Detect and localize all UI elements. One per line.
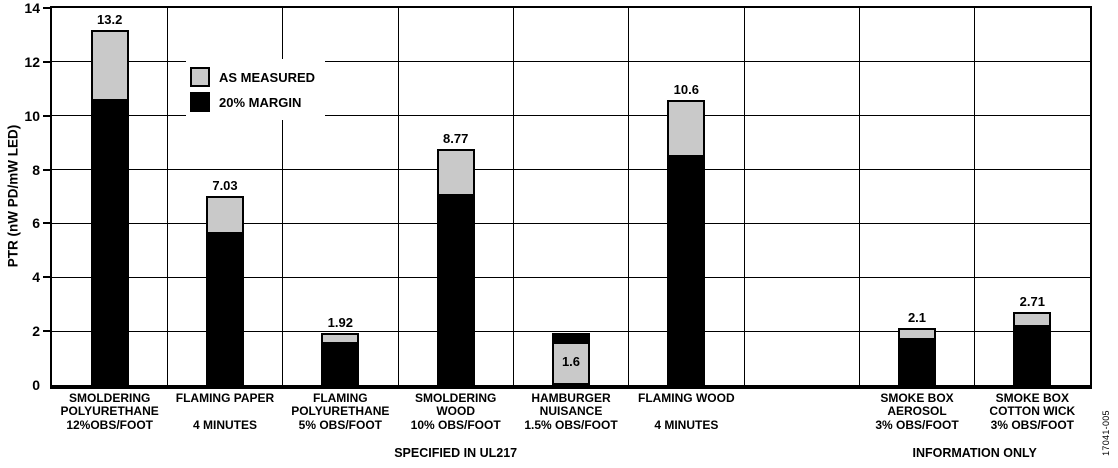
- category-label-line: NUISANCE: [539, 404, 603, 419]
- bar-segment-as-measured: [321, 333, 360, 344]
- category-label-line: 3% OBS/FOOT: [875, 417, 959, 432]
- y-tick-mark: [43, 222, 50, 225]
- bar-segment-as-measured: [206, 195, 244, 234]
- category-label-line: SMOKE BOX: [880, 391, 954, 405]
- category-label: SMOKE BOX COTTON WICK 3% OBS/FOOT: [975, 391, 1090, 432]
- y-axis-title: PTR (nW PD/mW LED): [5, 124, 21, 268]
- y-tick-label: 6: [32, 215, 40, 232]
- category-label-line: WOOD: [436, 404, 475, 419]
- category-label-line: [629, 405, 744, 418]
- bar-value-label: 1.92: [327, 315, 353, 331]
- y-tick-mark: [43, 60, 50, 63]
- v-gridline: [512, 8, 514, 385]
- category-label-line: 5% OBS/FOOT: [298, 417, 382, 432]
- category-label-line: SMOKE BOX: [995, 391, 1069, 405]
- category-label: FLAMING PAPER 4 MINUTES: [167, 391, 282, 432]
- bar-value-label: 8.77: [443, 130, 469, 146]
- bar-segment-margin: [321, 343, 360, 385]
- category-label-line: 4 MINUTES: [654, 417, 719, 432]
- h-gridline: [52, 169, 1090, 171]
- figure-code: 17041-005: [1101, 410, 1111, 456]
- h-gridline: [52, 222, 1090, 224]
- bar-segment-as-measured: [1013, 312, 1052, 327]
- legend-item-margin: 20% MARGIN: [190, 92, 315, 112]
- category-label-line: FLAMING: [312, 391, 368, 405]
- y-tick-label: 14: [24, 0, 40, 16]
- bar-value-label: 7.03: [212, 177, 238, 193]
- y-tick-label: 4: [32, 269, 40, 286]
- as-measured-swatch-icon: [190, 67, 210, 87]
- bar-segment-as-measured: [552, 341, 590, 385]
- v-gridline: [282, 8, 284, 385]
- y-tick-mark: [43, 330, 50, 333]
- v-gridline: [397, 8, 399, 385]
- bar-segment-margin: [552, 333, 590, 342]
- bar-segment-as-measured: [898, 328, 936, 340]
- category-label-line: SMOLDERING: [68, 391, 151, 405]
- v-gridline: [628, 8, 630, 385]
- bar-segment-as-measured: [667, 99, 706, 157]
- category-label: FLAMING WOOD 4 MINUTES: [629, 391, 744, 432]
- category-label: SMOLDERING WOOD 10% OBS/FOOT: [398, 391, 513, 432]
- category-label-line: 4 MINUTES: [192, 417, 257, 432]
- y-tick-mark: [43, 114, 50, 117]
- category-label-line: FLAMING WOOD: [637, 391, 735, 405]
- y-tick-label: 12: [24, 53, 40, 70]
- category-label-line: POLYURETHANE: [291, 404, 390, 419]
- category-label: FLAMING POLYURETHANE 5% OBS/FOOT: [283, 391, 398, 432]
- bar-segment-margin: [1013, 326, 1052, 385]
- bar-segment-margin: [206, 233, 244, 385]
- h-gridline: [52, 115, 1090, 117]
- margin-swatch-icon: [190, 92, 210, 112]
- v-gridline: [743, 8, 745, 385]
- y-tick-mark: [43, 168, 50, 171]
- bar-segment-as-measured: [90, 29, 129, 101]
- category-label-line: 3% OBS/FOOT: [990, 417, 1074, 432]
- legend-label-as-measured: AS MEASURED: [219, 69, 316, 85]
- legend-item-as-measured: AS MEASURED: [190, 67, 315, 87]
- y-tick-label: 2: [32, 323, 40, 340]
- h-gridline: [52, 61, 1090, 63]
- bar-value-label: 10.6: [673, 81, 699, 97]
- category-label-line: 10% OBS/FOOT: [410, 417, 501, 432]
- bar-value-label: 2.71: [1019, 294, 1045, 310]
- axis-group-label: INFORMATION ONLY: [912, 446, 1037, 460]
- category-label-line: POLYURETHANE: [60, 404, 159, 419]
- bar-value-label: 2.1: [907, 310, 927, 326]
- category-label: SMOKE BOX AEROSOL 3% OBS/FOOT: [859, 391, 974, 432]
- bar-segment-margin: [90, 100, 129, 385]
- y-tick-label: 10: [24, 107, 40, 124]
- legend-label-margin: 20% MARGIN: [219, 94, 302, 110]
- v-gridline: [974, 8, 976, 385]
- v-gridline: [858, 8, 860, 385]
- legend: AS MEASURED 20% MARGIN: [186, 59, 326, 120]
- category-label: SMOLDERING POLYURETHANE 12%OBS/FOOT: [52, 391, 167, 432]
- bar-value-label: 13.2: [97, 11, 123, 27]
- h-gridline: [52, 330, 1090, 332]
- y-tick-label: 8: [32, 161, 40, 178]
- h-gridline: [52, 276, 1090, 278]
- bar-segment-margin: [898, 339, 936, 385]
- bar-segment-margin: [667, 156, 706, 385]
- category-label-line: [167, 405, 282, 418]
- y-tick-mark: [43, 7, 50, 9]
- bar-segment-margin: [436, 195, 475, 385]
- v-gridline: [166, 8, 168, 385]
- category-label-line: AEROSOL: [887, 404, 947, 419]
- bar-value-label-inside: 1.6: [561, 354, 581, 370]
- bar-segment-as-measured: [436, 148, 475, 196]
- category-label: HAMBURGER NUISANCE 1.5% OBS/FOOT: [513, 391, 628, 432]
- category-label-line: 1.5% OBS/FOOT: [524, 417, 618, 432]
- y-tick-mark: [43, 276, 50, 279]
- y-tick-label: 0: [32, 377, 40, 393]
- category-label-line: 12%OBS/FOOT: [66, 417, 153, 432]
- category-label-line: FLAMING PAPER: [175, 391, 275, 405]
- category-label-line: COTTON WICK: [989, 404, 1076, 419]
- category-label-line: SMOLDERING: [414, 391, 497, 405]
- category-label-line: HAMBURGER: [531, 391, 611, 405]
- axis-group-label: SPECIFIED IN UL217: [394, 446, 518, 460]
